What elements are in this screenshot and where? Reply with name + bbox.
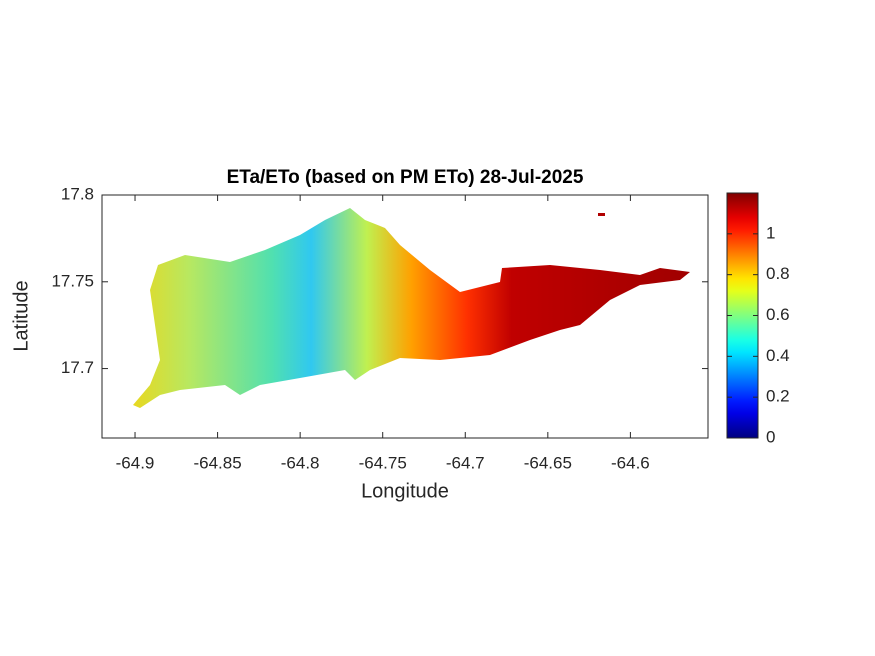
x-tick-label: -64.7: [446, 453, 485, 472]
y-tick-label: 17.75: [51, 271, 94, 290]
x-tick-label: -64.75: [359, 453, 407, 472]
y-tick-label: 17.8: [61, 184, 94, 203]
y-tick-label: 17.7: [61, 358, 94, 377]
colorbar-tick-label: 1: [766, 223, 775, 242]
x-tick-label: -64.6: [611, 453, 650, 472]
y-axis-label: Latitude: [10, 280, 32, 351]
colorbar-tick-label: 0: [766, 427, 775, 446]
colorbar-tick-label: 0.4: [766, 346, 790, 365]
colorbar-tick-label: 0.6: [766, 305, 790, 324]
x-tick-label: -64.85: [193, 453, 241, 472]
x-tick-label: -64.8: [281, 453, 320, 472]
islet: [598, 213, 605, 216]
colorbar-tick-label: 0.2: [766, 387, 790, 406]
chart-title: ETa/ETo (based on PM ETo) 28-Jul-2025: [227, 167, 584, 188]
colorbar: [726, 192, 759, 439]
colorbar-tick-label: 0.8: [766, 264, 790, 283]
x-tick-label: -64.9: [116, 453, 155, 472]
x-tick-label: -64.65: [524, 453, 572, 472]
x-axis-label: Longitude: [361, 480, 449, 502]
island: [133, 208, 690, 408]
